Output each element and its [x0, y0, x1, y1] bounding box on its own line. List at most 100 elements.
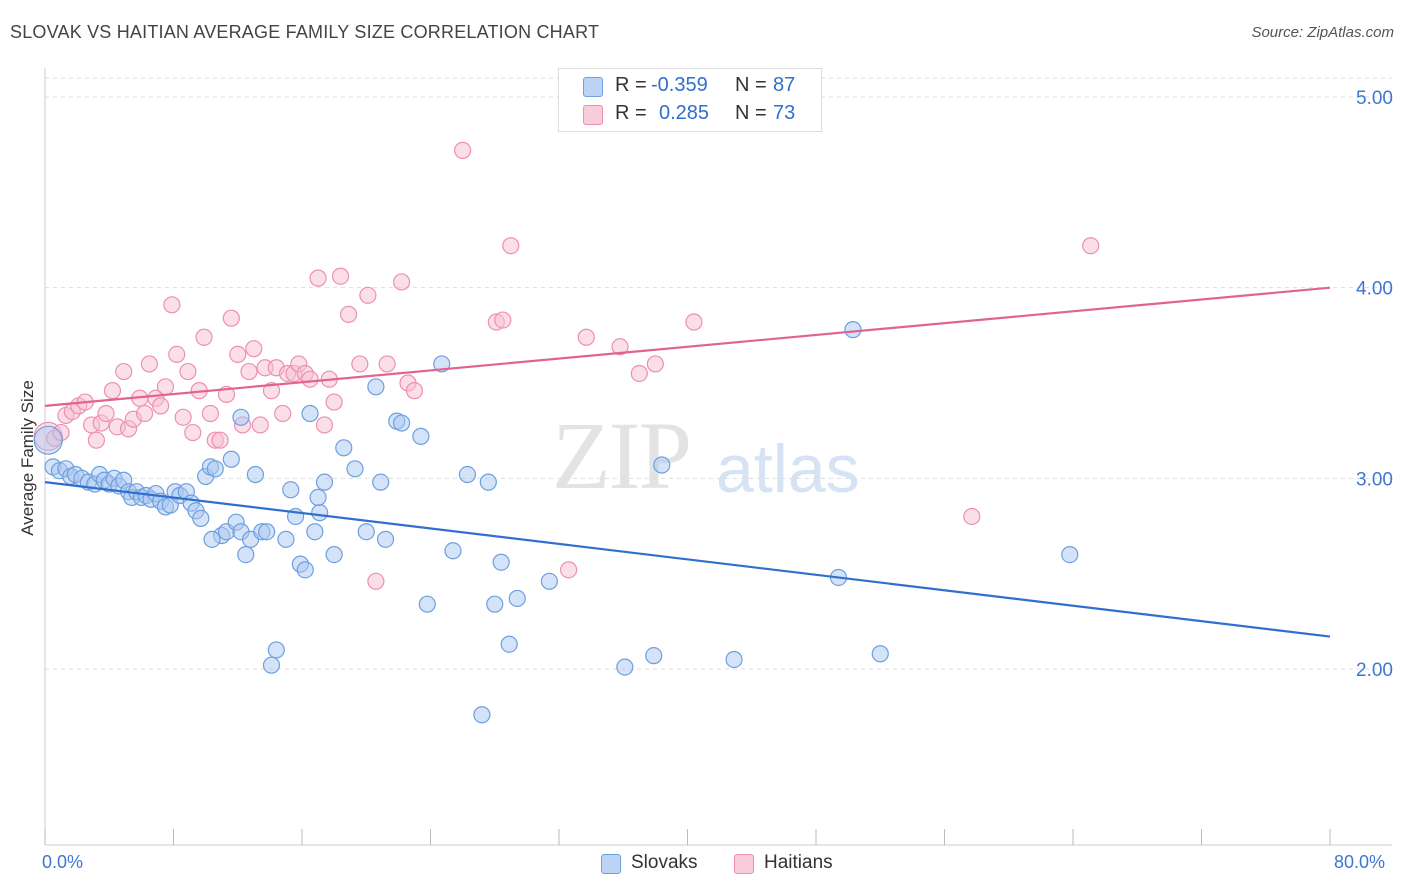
haitian-point [245, 340, 263, 358]
haitian-point [163, 296, 181, 314]
haitian-point [251, 416, 269, 434]
y-tick-label: 4.00 [1356, 279, 1393, 300]
watermark-atlas: atlas [716, 431, 860, 507]
slovak-point [458, 465, 477, 484]
haitian-point [367, 572, 385, 590]
slovak-points [33, 321, 1079, 724]
haitian-r-value: 0.285 [659, 102, 710, 124]
slovak-point [262, 656, 281, 674]
watermark-zip: ZIP [552, 402, 692, 509]
haitian-point [184, 423, 202, 442]
slovak-point [653, 456, 671, 474]
haitian-point [351, 355, 369, 373]
haitian-point [179, 362, 197, 381]
slovak-point [306, 523, 324, 541]
slovak-point [444, 542, 462, 560]
slovak-point [311, 504, 329, 522]
haitian-point [97, 404, 115, 423]
slovak-r-value: -0.359 [651, 74, 708, 96]
x-max-label: 80.0% [1334, 852, 1386, 872]
slovak-n-value: 87 [773, 74, 796, 96]
haitian-point [1082, 237, 1100, 255]
slovak-point [206, 460, 224, 478]
slovak-point [246, 465, 265, 484]
haitian-point [331, 267, 350, 285]
slovak-point [309, 488, 327, 506]
haitian-point [201, 404, 220, 423]
haitian-n-label: N = [735, 102, 767, 124]
slovak-point [282, 481, 300, 499]
haitians-legend-label: Haitians [764, 852, 833, 873]
slovak-point [725, 650, 743, 669]
slovak-point [392, 414, 411, 432]
haitian-point [240, 362, 258, 381]
slovak-point [192, 509, 210, 527]
slovak-point [237, 545, 255, 564]
slovak-point [258, 523, 276, 541]
y-tick-label: 5.00 [1356, 88, 1393, 109]
haitian-point [301, 370, 319, 388]
slovak-point [645, 647, 663, 665]
chart-title: SLOVAK VS HAITIAN AVERAGE FAMILY SIZE CO… [10, 22, 600, 42]
slovak-point [871, 645, 889, 663]
slovak-point [222, 450, 240, 468]
slovak-point [508, 589, 526, 608]
slovak-trend-line [44, 481, 1331, 638]
haitian-point [339, 305, 358, 323]
haitian-point [560, 561, 578, 579]
slovak-point [372, 473, 390, 491]
slovak-swatch [583, 77, 603, 97]
slovak-r-label: R = [615, 74, 647, 96]
haitian-point [494, 311, 512, 329]
slovak-point [296, 561, 314, 579]
haitian-point [378, 355, 396, 373]
haitian-point [685, 313, 703, 331]
slovak-point [1061, 545, 1079, 564]
slovak-point [277, 530, 295, 548]
slovak-point [412, 427, 430, 445]
slovaks-legend-label: Slovaks [631, 852, 698, 873]
haitian-point [309, 269, 327, 287]
slovak-point [616, 658, 634, 676]
haitian-point [630, 364, 648, 383]
haitian-point [611, 338, 629, 356]
haitian-point [156, 378, 175, 396]
haitian-point [52, 423, 70, 442]
slovak-point [540, 572, 558, 590]
correlation-legend: R = -0.359 N = 87 R = 0.285 N = 73 [558, 68, 822, 132]
haitian-n-value: 73 [773, 102, 796, 124]
haitian-point [315, 416, 334, 434]
haitian-point [152, 397, 170, 415]
haitian-point [405, 382, 424, 400]
slovak-point [203, 530, 221, 548]
slovak-point [315, 473, 334, 491]
slovak-n-label: N = [735, 74, 767, 96]
haitian-point [103, 382, 122, 400]
slovak-point [325, 545, 343, 564]
slovak-point [267, 641, 285, 659]
slovak-point [367, 378, 385, 396]
haitian-point [211, 431, 229, 449]
haitian-trend-line [44, 286, 1331, 407]
trend-lines [44, 286, 1331, 638]
slovak-point [376, 530, 395, 548]
slovak-point [492, 553, 510, 571]
slovak-point [500, 635, 518, 653]
legend-row-slovak: R = -0.359 N = 87 [559, 72, 821, 100]
haitian-point [115, 362, 133, 381]
x-min-label: 0.0% [42, 852, 84, 872]
haitian-point [646, 355, 664, 373]
slovaks-legend-swatch [601, 854, 621, 874]
haitian-point [325, 393, 343, 411]
haitian-swatch [583, 105, 603, 125]
haitian-point [174, 408, 192, 426]
slovak-point [844, 321, 862, 339]
haitian-point [502, 237, 520, 255]
haitian-point [222, 309, 240, 327]
legend-row-haitian: R = 0.285 N = 73 [559, 100, 821, 128]
slovak-point [346, 460, 364, 478]
haitian-point [963, 507, 981, 526]
haitians-legend-swatch [734, 854, 754, 874]
slovak-point [301, 404, 319, 423]
